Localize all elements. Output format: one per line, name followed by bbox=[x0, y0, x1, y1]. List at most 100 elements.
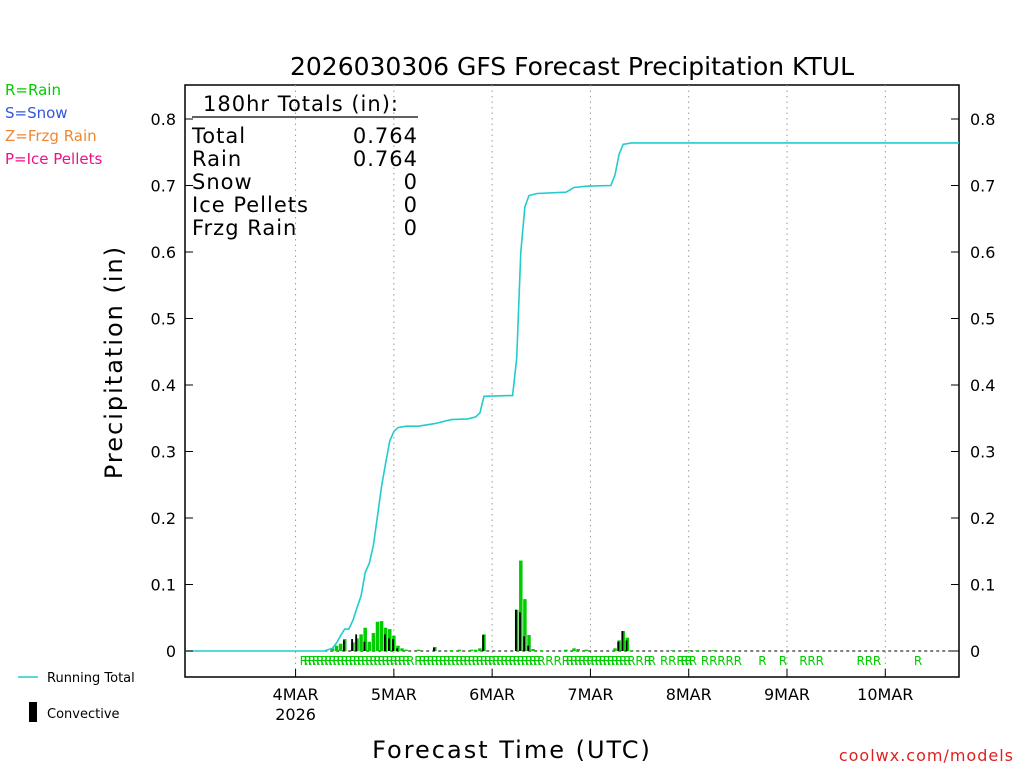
y-tick-label: 0.5 bbox=[151, 310, 176, 329]
y-tick-label-right: 0.5 bbox=[970, 310, 995, 329]
y-tick-label: 0.1 bbox=[151, 576, 176, 595]
precip-bars bbox=[330, 560, 716, 651]
convective-bar bbox=[433, 647, 435, 651]
rain-marker: R bbox=[635, 654, 643, 668]
rain-marker: R bbox=[689, 654, 697, 668]
rain-marker: R bbox=[390, 654, 398, 668]
rain-marker: R bbox=[574, 654, 582, 668]
convective-bar bbox=[527, 645, 530, 651]
y-tick-label: 0.7 bbox=[151, 177, 176, 196]
rain-marker: R bbox=[463, 654, 471, 668]
precip-bar bbox=[330, 648, 335, 651]
rain-marker: R bbox=[492, 654, 500, 668]
rain-marker: R bbox=[500, 654, 508, 668]
rain-marker: R bbox=[599, 654, 607, 668]
rain-marker: R bbox=[525, 654, 533, 668]
rain-marker: R bbox=[562, 654, 570, 668]
rain-marker: R bbox=[865, 654, 873, 668]
convective-bar bbox=[342, 640, 345, 651]
rain-marker: R bbox=[443, 654, 451, 668]
rain-marker: R bbox=[873, 654, 881, 668]
rain-marker: R bbox=[553, 654, 561, 668]
legend-ice-pellets: P=Ice Pellets bbox=[5, 150, 102, 168]
rain-marker: R bbox=[517, 654, 525, 668]
rain-marker: R bbox=[619, 654, 627, 668]
rain-marker: R bbox=[758, 654, 766, 668]
y-tick-label: 0 bbox=[166, 642, 176, 661]
totals-label: Frzg Rain bbox=[192, 216, 297, 240]
rain-marker: R bbox=[308, 654, 316, 668]
rain-marker: R bbox=[324, 654, 332, 668]
grid-lines bbox=[295, 85, 959, 677]
rain-marker: R bbox=[676, 654, 684, 668]
rain-marker: R bbox=[701, 654, 709, 668]
rain-marker: R bbox=[799, 654, 807, 668]
x-tick-label: 6MAR bbox=[469, 685, 515, 704]
y-tick-label: 0.2 bbox=[151, 509, 176, 528]
x-tick-label: 9MAR bbox=[764, 685, 810, 704]
totals-label: Total bbox=[191, 124, 246, 148]
rain-marker: R bbox=[316, 654, 324, 668]
rain-marker: R bbox=[816, 654, 824, 668]
precip-bar bbox=[367, 641, 372, 651]
y-tick-label: 0.6 bbox=[151, 243, 176, 262]
rain-marker: R bbox=[435, 654, 443, 668]
precip-bar bbox=[379, 621, 384, 651]
rain-marker: R bbox=[369, 654, 377, 668]
running-total-line bbox=[185, 142, 959, 652]
x-tick-label: 5MAR bbox=[371, 685, 417, 704]
totals-label: Rain bbox=[192, 147, 242, 171]
rain-marker: R bbox=[312, 654, 320, 668]
rain-marker: R bbox=[513, 654, 521, 668]
legend-running-total: Running Total bbox=[47, 671, 135, 686]
rain-marker: R bbox=[611, 654, 619, 668]
x-tick-sublabel: 2026 bbox=[275, 705, 316, 724]
precip-bar bbox=[711, 650, 716, 651]
convective-bar bbox=[482, 635, 485, 651]
rain-marker: R bbox=[590, 654, 598, 668]
rain-marker: R bbox=[386, 654, 394, 668]
precip-bar bbox=[519, 560, 523, 651]
y-tick-label: 0.4 bbox=[151, 376, 176, 395]
y-tick-label-right: 0.8 bbox=[970, 110, 995, 129]
x-tick-label: 4MAR bbox=[273, 685, 319, 704]
rain-marker: R bbox=[537, 654, 545, 668]
rain-marker: R bbox=[394, 654, 402, 668]
x-axis-label: Forecast Time (UTC) bbox=[372, 736, 652, 764]
rain-marker: R bbox=[332, 654, 340, 668]
convective-bar bbox=[392, 639, 394, 651]
rain-marker: R bbox=[594, 654, 602, 668]
rain-marker: R bbox=[488, 654, 496, 668]
rain-marker: R bbox=[406, 654, 414, 668]
rain-marker: R bbox=[680, 654, 688, 668]
precip-bar bbox=[539, 650, 544, 651]
precip-bar bbox=[400, 648, 404, 651]
y-tick-label-right: 0.6 bbox=[970, 243, 995, 262]
totals-value: 0 bbox=[404, 193, 418, 217]
rain-marker: R bbox=[529, 654, 537, 668]
rain-marker: R bbox=[545, 654, 553, 668]
rain-marker: R bbox=[484, 654, 492, 668]
totals-header: 180hr Totals (in): bbox=[203, 92, 399, 116]
rain-marker: R bbox=[623, 654, 631, 668]
y-tick-label-right: 0.4 bbox=[970, 376, 995, 395]
rain-marker: R bbox=[615, 654, 623, 668]
y-axis-label: Precipitation (in) bbox=[100, 245, 128, 479]
convective-bar bbox=[363, 641, 366, 651]
rain-marker: R bbox=[660, 654, 668, 668]
rain-marker: R bbox=[607, 654, 615, 668]
precip-bar bbox=[613, 648, 617, 651]
convective-bar bbox=[514, 609, 517, 651]
rain-marker: R bbox=[377, 654, 385, 668]
precip-bar bbox=[531, 649, 535, 651]
chart-title: 2026030306 GFS Forecast Precipitation KT… bbox=[290, 52, 854, 81]
convective-bar bbox=[519, 612, 521, 651]
precip-bar bbox=[469, 649, 474, 651]
convective-bar bbox=[355, 634, 358, 651]
y-tick-label: 0.3 bbox=[151, 443, 176, 462]
rain-marker: R bbox=[914, 654, 922, 668]
rain-marker: R bbox=[578, 654, 586, 668]
rain-marker: R bbox=[328, 654, 336, 668]
